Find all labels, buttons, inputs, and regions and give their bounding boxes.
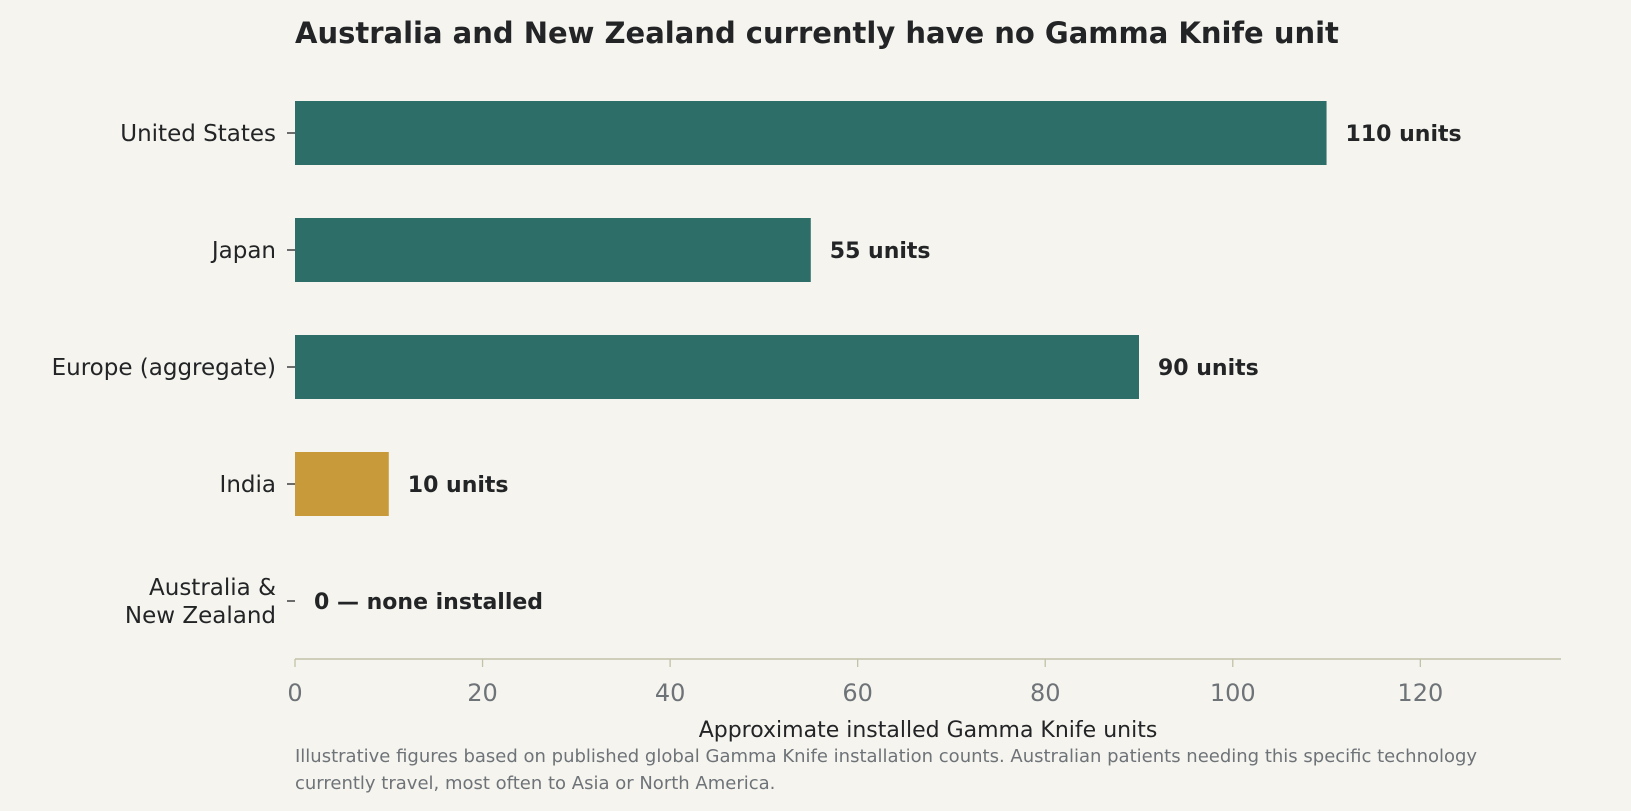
bar-0 — [295, 101, 1327, 165]
category-label-4: Australia & New Zealand — [125, 575, 276, 629]
x-tick-label-2: 40 — [655, 679, 686, 707]
value-label-1: 55 units — [830, 239, 931, 264]
category-label-2: Europe (aggregate) — [52, 355, 276, 381]
footnote-line-2: currently travel, most often to Asia or … — [295, 773, 775, 794]
category-label-1: Japan — [210, 238, 276, 264]
x-tick-label-1: 20 — [467, 679, 498, 707]
x-tick-label-3: 60 — [842, 679, 873, 707]
y-axis: United States Japan Europe (aggregate) Indi… — [52, 121, 295, 629]
footnote-line-1: Illustrative figures based on published … — [295, 746, 1477, 767]
chart-title: Australia and New Zealand currently have… — [295, 16, 1339, 50]
value-label-3: 10 units — [408, 473, 509, 498]
x-tick-label-6: 120 — [1397, 679, 1443, 707]
bars-layer: 110 units 55 units 90 units 10 units 0 — non… — [295, 101, 1462, 615]
bar-2 — [295, 335, 1139, 399]
x-tick-label-5: 100 — [1210, 679, 1256, 707]
x-axis-label: Approximate installed Gamma Knife units — [699, 718, 1158, 743]
value-label-4: 0 — none installed — [314, 590, 543, 615]
value-label-0: 110 units — [1346, 122, 1462, 147]
x-tick-label-4: 80 — [1030, 679, 1061, 707]
x-tick-label-0: 0 — [287, 679, 302, 707]
bar-3 — [295, 452, 389, 516]
x-axis: 0 20 40 60 80 100 120 — [287, 658, 1561, 707]
category-label-0: United States — [120, 121, 276, 147]
bar-1 — [295, 218, 811, 282]
category-label-3: India — [220, 472, 276, 498]
value-label-2: 90 units — [1158, 356, 1259, 381]
